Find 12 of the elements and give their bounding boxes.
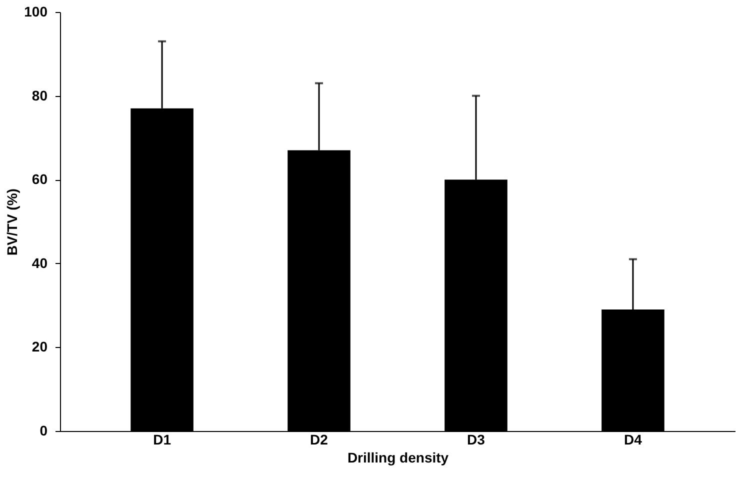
y-tick-label: 20	[32, 338, 48, 355]
x-tick-label: D1	[153, 432, 172, 448]
x-tick-label: D3	[467, 432, 486, 448]
x-tick-label: D2	[310, 432, 328, 448]
y-tick-label: 60	[32, 171, 48, 188]
y-tick-label: 80	[32, 87, 48, 104]
x-axis-title: Drilling density	[347, 450, 449, 466]
y-tick-label: 40	[32, 254, 48, 271]
y-tick-label: 0	[40, 422, 48, 438]
y-tick-label: 100	[24, 4, 48, 20]
y-axis-title: BV/TV (%)	[4, 188, 20, 256]
x-tick-label: D4	[624, 432, 642, 448]
